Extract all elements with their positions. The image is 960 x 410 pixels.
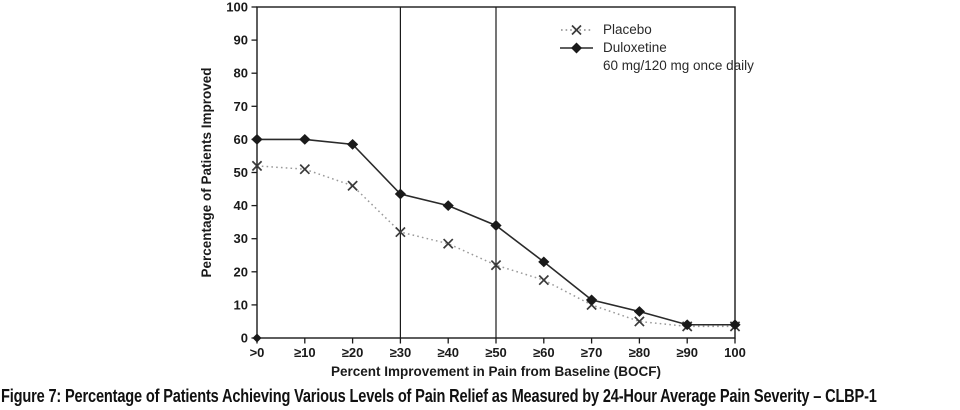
svg-text:60: 60 [234,132,248,147]
svg-text:30: 30 [234,231,248,246]
x-axis-ticks: >0 ≥10 ≥20 ≥30 ≥40 ≥50 ≥60 ≥70 ≥80 ≥90 100 [250,338,746,360]
legend-label-duloxetine: Duloxetine [603,40,667,55]
svg-text:50: 50 [234,165,248,180]
legend-item-placebo: Placebo [560,21,754,39]
svg-text:80: 80 [234,66,248,81]
svg-text:≥70: ≥70 [581,345,603,360]
line-chart: 0 10 20 30 40 50 60 70 80 90 100 >0 ≥10 ≥20 ≥30 ≥40 ≥50… [199,0,746,379]
svg-text:≥40: ≥40 [437,345,459,360]
svg-text:≥60: ≥60 [533,345,555,360]
svg-text:≥20: ≥20 [342,345,364,360]
svg-text:≥80: ≥80 [629,345,651,360]
legend: Placebo Duloxetine 60 mg/120 mg once dai… [560,21,754,75]
legend-item-duloxetine-dose: 60 mg/120 mg once daily [560,57,754,75]
svg-text:0: 0 [241,331,248,346]
legend-label-duloxetine-dose: 60 mg/120 mg once daily [603,58,754,73]
svg-text:90: 90 [234,33,248,48]
svg-text:>0: >0 [250,345,265,360]
duloxetine-solid-diamond-line-icon [560,42,593,54]
svg-text:20: 20 [234,264,248,279]
placebo-dotted-x-line-icon [561,24,592,36]
svg-text:≥50: ≥50 [485,345,507,360]
svg-text:≥90: ≥90 [676,345,698,360]
data-series [251,134,741,343]
svg-text:100: 100 [724,345,746,360]
y-axis-title: Percentage of Patients Improved [199,67,214,277]
legend-item-duloxetine: Duloxetine [560,39,754,57]
legend-label-placebo: Placebo [603,22,652,37]
svg-text:70: 70 [234,99,248,114]
reference-lines [399,7,497,338]
svg-text:10: 10 [234,297,248,312]
y-axis-ticks: 0 10 20 30 40 50 60 70 80 90 100 [226,0,257,346]
figure-caption: Figure 7: Percentage of Patients Achievi… [1,386,877,406]
svg-text:100: 100 [226,0,248,15]
svg-text:≥10: ≥10 [294,345,316,360]
svg-text:40: 40 [234,198,248,213]
x-axis-title: Percent Improvement in Pain from Baselin… [331,364,661,379]
svg-text:≥30: ≥30 [390,345,412,360]
